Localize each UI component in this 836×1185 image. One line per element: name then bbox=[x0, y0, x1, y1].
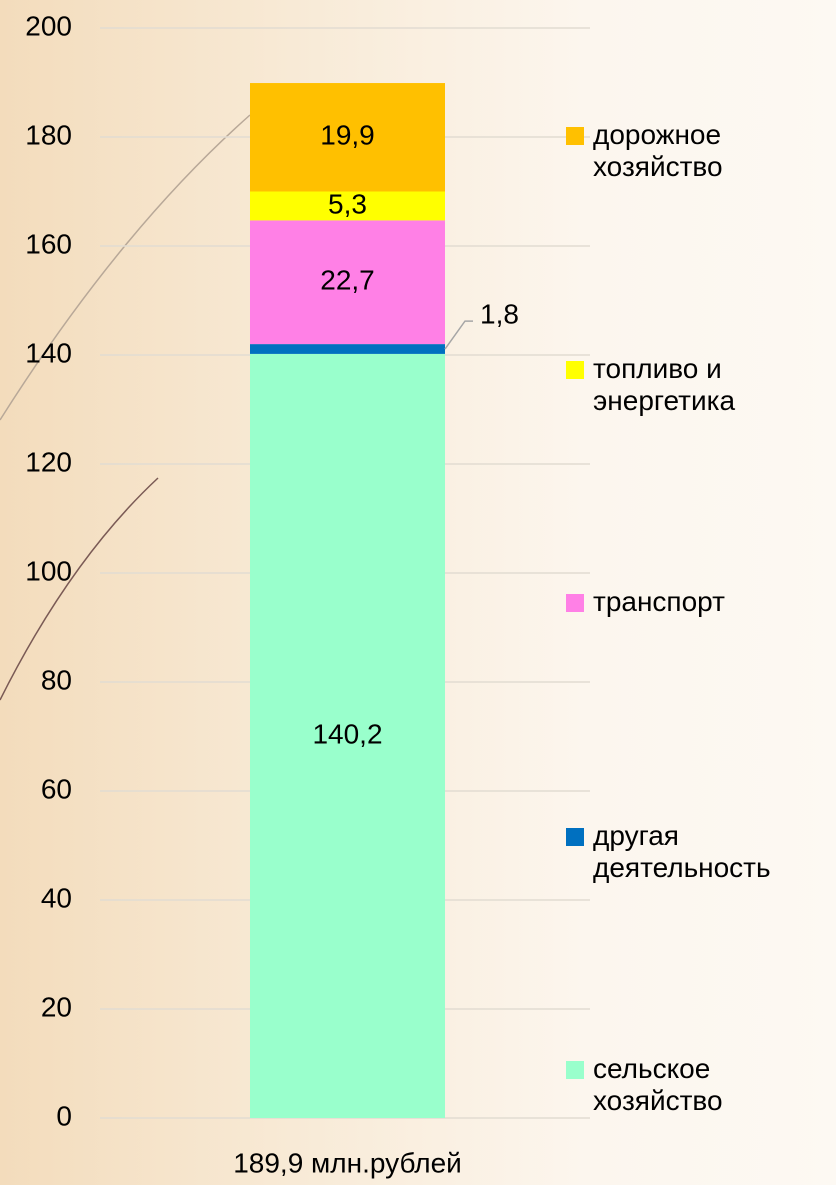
legend-label: дорожное хозяйство bbox=[593, 119, 723, 182]
decor-curve bbox=[0, 477, 159, 701]
y-tick-label: 100 bbox=[25, 555, 72, 586]
y-tick-label: 60 bbox=[41, 773, 72, 804]
y-tick-label: 120 bbox=[25, 446, 72, 477]
legend-swatch bbox=[566, 827, 584, 846]
data-label: 19,9 bbox=[320, 120, 375, 151]
y-tick-label: 180 bbox=[25, 119, 72, 150]
legend-label: топливо и энергетика bbox=[593, 352, 736, 416]
legend-swatch bbox=[566, 360, 584, 379]
legend-swatch bbox=[566, 1061, 584, 1080]
y-tick-label: 200 bbox=[25, 10, 72, 41]
legend-label: другая деятельность bbox=[593, 819, 771, 883]
bar-segment bbox=[250, 344, 445, 354]
bar-segment bbox=[250, 353, 445, 1118]
y-tick-label: 20 bbox=[41, 991, 72, 1022]
y-tick-label: 0 bbox=[56, 1100, 72, 1131]
y-tick-label: 140 bbox=[25, 337, 72, 368]
data-label: 22,7 bbox=[320, 265, 375, 296]
decor-curve bbox=[0, 114, 251, 421]
legend-label: транспорт bbox=[593, 586, 725, 618]
legend-swatch bbox=[566, 594, 584, 613]
legend-label: сельское хозяйство bbox=[593, 1053, 723, 1117]
bar-segment bbox=[250, 220, 445, 345]
x-tick-label: 189,9 млн.рублей bbox=[233, 1147, 462, 1178]
legend-swatch bbox=[566, 127, 584, 145]
y-tick-label: 80 bbox=[41, 664, 72, 695]
bar-segment bbox=[250, 191, 445, 221]
y-tick-label: 40 bbox=[41, 882, 72, 913]
leader-line bbox=[444, 320, 473, 350]
y-tick-label: 160 bbox=[25, 228, 72, 259]
data-label: 5,3 bbox=[328, 188, 367, 219]
data-label: 140,2 bbox=[312, 718, 382, 749]
bar-segment bbox=[250, 83, 445, 192]
data-label: 1,8 bbox=[480, 298, 519, 329]
